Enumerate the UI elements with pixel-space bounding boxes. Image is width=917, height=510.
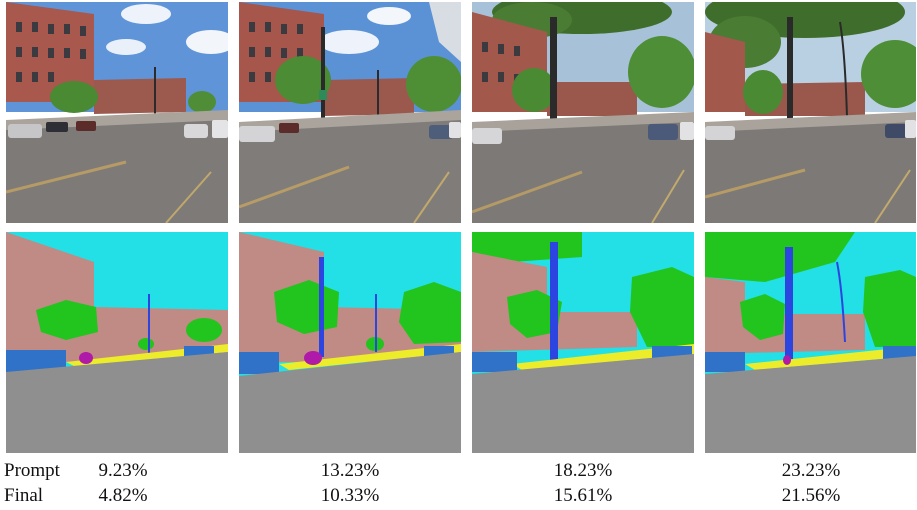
prompt-row-label: Prompt	[4, 460, 60, 481]
prompt-value-3: 18.23%	[553, 460, 613, 481]
segmentation-map-2	[239, 232, 461, 453]
final-value-1: 4.82%	[98, 485, 148, 506]
final-value-2: 10.33%	[320, 485, 380, 506]
final-value-4: 21.56%	[781, 485, 841, 506]
street-photo-2	[239, 2, 461, 223]
street-photo-3	[472, 2, 694, 223]
final-value-3: 15.61%	[553, 485, 613, 506]
street-photo-1	[6, 2, 228, 223]
segmentation-map-3	[472, 232, 694, 453]
segmentation-map-4	[705, 232, 916, 453]
final-row-label: Final	[4, 485, 44, 506]
prompt-value-4: 23.23%	[781, 460, 841, 481]
segmentation-map-1	[6, 232, 228, 453]
street-photo-4	[705, 2, 916, 223]
prompt-value-2: 13.23%	[320, 460, 380, 481]
prompt-value-1: 9.23%	[98, 460, 148, 481]
